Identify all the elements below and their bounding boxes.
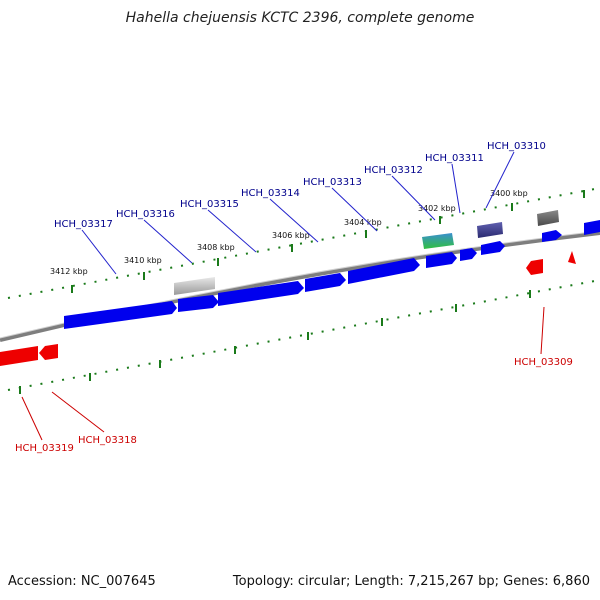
forward-leader-lines — [81, 151, 515, 275]
scale-label-3402: 3402 kbp — [418, 204, 456, 213]
major-ticks-upper — [71, 190, 585, 293]
gene-forward-edge[interactable] — [584, 220, 600, 235]
gene-hch-03318[interactable] — [39, 344, 58, 360]
feature-purple-box[interactable] — [477, 222, 503, 238]
scale-label-3404: 3404 kbp — [344, 218, 382, 227]
reverse-genes — [0, 251, 576, 366]
gene-forward-right-1[interactable] — [542, 230, 562, 242]
feature-teal-box[interactable] — [422, 233, 454, 249]
label-hch-03315: HCH_03315 — [180, 199, 239, 210]
feature-dark-box[interactable] — [537, 210, 559, 226]
gene-hch-03317[interactable] — [64, 301, 177, 329]
label-hch-03319: HCH_03319 — [15, 443, 74, 454]
scale-label-3408: 3408 kbp — [197, 243, 235, 252]
genome-title: Hahella chejuensis KCTC 2396, complete g… — [125, 10, 475, 26]
scale-label-3406: 3406 kbp — [272, 231, 310, 240]
gene-hch-03319[interactable] — [0, 346, 38, 366]
gene-hch-03309[interactable] — [526, 259, 543, 275]
label-hch-03310: HCH_03310 — [487, 141, 546, 152]
other-features — [174, 210, 559, 295]
gene-hch-03316[interactable] — [178, 295, 219, 312]
label-hch-03318: HCH_03318 — [78, 435, 137, 446]
scale-track-lower — [7, 279, 600, 391]
scale-label-3412: 3412 kbp — [50, 267, 88, 276]
label-hch-03317: HCH_03317 — [54, 219, 113, 230]
scale-track-upper — [7, 187, 600, 299]
label-hch-03309: HCH_03309 — [514, 357, 573, 368]
gene-hch-03312[interactable] — [426, 252, 457, 268]
gene-hch-03314[interactable] — [305, 273, 346, 292]
forward-genes — [64, 220, 600, 329]
genome-summary: Topology: circular; Length: 7,215,267 bp… — [232, 574, 590, 589]
gene-hch-03315[interactable] — [218, 281, 304, 306]
gene-reverse-right[interactable] — [568, 251, 576, 264]
feature-gray-box[interactable] — [174, 277, 215, 295]
accession-label: Accession: NC_007645 — [8, 574, 156, 589]
label-hch-03313: HCH_03313 — [303, 177, 362, 188]
label-hch-03312: HCH_03312 — [364, 165, 423, 176]
label-hch-03314: HCH_03314 — [241, 188, 300, 199]
gene-hch-03310[interactable] — [481, 241, 505, 255]
gene-hch-03313[interactable] — [348, 258, 420, 284]
label-hch-03316: HCH_03316 — [116, 209, 175, 220]
reverse-leader-lines — [21, 306, 545, 441]
scale-label-3410: 3410 kbp — [124, 256, 162, 265]
scale-label-3400: 3400 kbp — [490, 189, 528, 198]
major-ticks-lower — [19, 290, 531, 394]
label-hch-03311: HCH_03311 — [425, 153, 484, 164]
gene-hch-03311[interactable] — [460, 248, 477, 261]
